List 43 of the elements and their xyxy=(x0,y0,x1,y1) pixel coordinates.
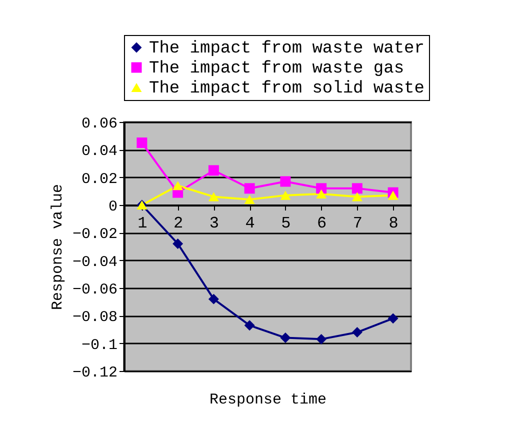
point xyxy=(172,238,184,249)
y-tick-label: −0.02 xyxy=(72,226,118,244)
y-tick-label: −0.1 xyxy=(81,336,118,354)
point xyxy=(244,320,255,331)
point xyxy=(244,183,255,194)
point xyxy=(208,294,219,304)
y-tick-label: −0.08 xyxy=(72,309,118,326)
point xyxy=(136,138,148,148)
y-tick-label: 0.04 xyxy=(81,143,118,160)
point xyxy=(352,183,362,194)
point xyxy=(352,327,362,338)
x-axis-title: Response time xyxy=(209,392,327,408)
y-axis-title: Response value xyxy=(49,184,66,310)
point xyxy=(244,194,255,204)
y-tick-label: 0.02 xyxy=(81,170,118,188)
legend-label: The impact from waste gas xyxy=(149,60,404,78)
x-tick-label: 2 xyxy=(174,214,184,232)
point xyxy=(172,181,184,190)
x-tick-label: 1 xyxy=(138,214,148,232)
point xyxy=(280,332,291,344)
x-tick-label: 3 xyxy=(209,214,219,232)
x-tick-label: 8 xyxy=(388,214,398,232)
x-tick-label: 7 xyxy=(352,214,362,232)
y-tick-label: 0 xyxy=(108,198,118,216)
legend-label: The impact from solid waste xyxy=(149,80,424,98)
point xyxy=(316,183,327,194)
point xyxy=(316,189,327,198)
y-tick-label: −0.12 xyxy=(72,364,118,382)
x-tick-label: 4 xyxy=(245,214,255,232)
point xyxy=(208,165,219,176)
point xyxy=(388,190,398,200)
x-tick-label: 5 xyxy=(281,214,291,232)
point xyxy=(388,313,398,324)
legend-label: The impact from waste water xyxy=(149,40,424,58)
point xyxy=(208,192,219,202)
point xyxy=(280,190,291,200)
y-tick-label: −0.06 xyxy=(72,282,118,298)
point xyxy=(280,176,291,187)
y-tick-label: −0.04 xyxy=(72,254,118,271)
y-tick-label: 0.06 xyxy=(81,116,118,132)
point xyxy=(316,334,327,344)
x-tick-label: 6 xyxy=(317,214,327,232)
point xyxy=(352,192,362,202)
